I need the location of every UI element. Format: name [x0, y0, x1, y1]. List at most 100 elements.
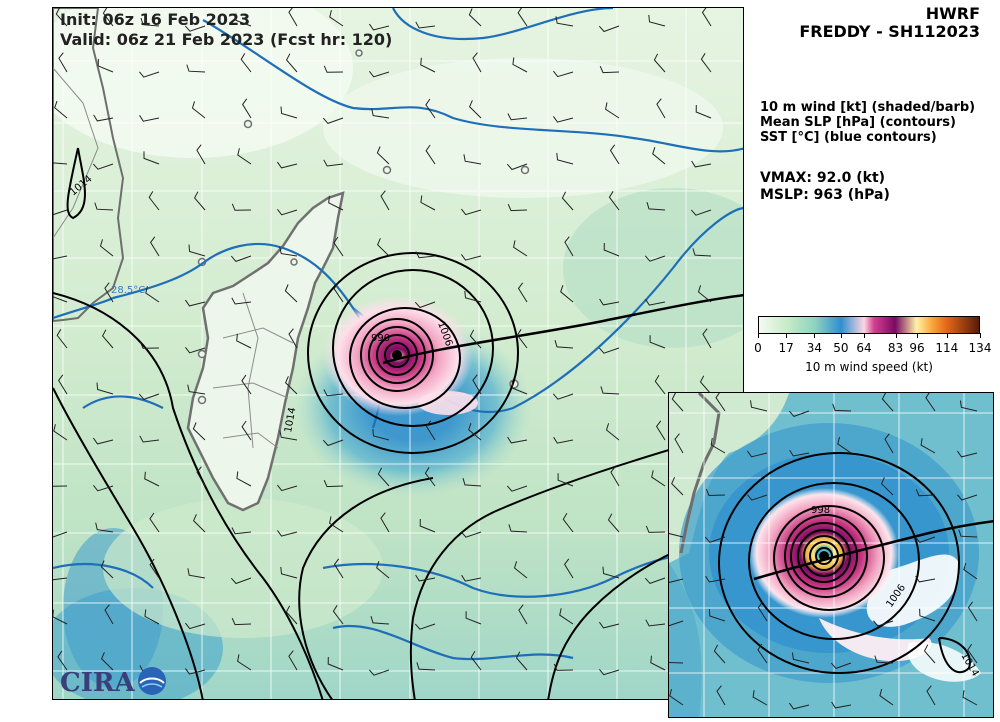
wind-barb	[702, 328, 712, 349]
wind-barb	[380, 190, 390, 211]
wind-barb	[102, 8, 114, 27]
wind-barb	[699, 375, 712, 395]
wind-barb	[561, 191, 574, 211]
wind-barb	[416, 662, 436, 671]
wind-barb	[92, 437, 114, 445]
wind-barb	[832, 403, 852, 412]
colorbar-tick-label: 96	[909, 341, 925, 355]
wind-barb	[517, 282, 528, 303]
wind-barb	[690, 209, 712, 216]
wind-barb	[53, 255, 68, 260]
wind-barb	[54, 100, 68, 119]
wind-barb	[280, 566, 298, 579]
wind-barb	[414, 301, 436, 309]
wind-barb	[644, 577, 666, 584]
wind-barb	[425, 98, 436, 119]
wind-barb	[329, 10, 344, 27]
wind-barb	[92, 163, 114, 170]
colorbar-tickmark	[895, 333, 897, 338]
colorbar-tick-label: 50	[833, 341, 849, 355]
wind-barb	[415, 251, 436, 259]
wind-barb	[277, 208, 298, 216]
wind-barb	[507, 113, 528, 121]
wind-barb	[560, 285, 574, 303]
wind-barb	[512, 57, 528, 73]
small-islands	[197, 49, 530, 405]
wind-barb	[184, 668, 206, 675]
wind-barb	[671, 393, 684, 412]
wind-barb	[101, 652, 114, 671]
wind-barb	[332, 605, 344, 625]
wind-barb	[280, 106, 298, 119]
wind-barb	[276, 530, 298, 537]
wind-barb	[557, 473, 574, 487]
wind-colorbar	[758, 316, 980, 334]
wind-barb	[288, 328, 298, 349]
wind-barb	[598, 347, 620, 354]
wind-barb	[415, 21, 436, 29]
wind-barb	[235, 13, 252, 27]
wind-barb	[713, 644, 726, 664]
colorbar-tick-label: 134	[968, 341, 992, 355]
wind-barb	[599, 65, 620, 74]
wind-barb	[460, 531, 482, 538]
wind-barb	[425, 420, 436, 441]
wind-barb	[231, 203, 252, 211]
wind-barb	[692, 248, 712, 257]
storm-name: FREDDY - SH112023	[799, 22, 980, 41]
inset-map: 998 1006 1014	[668, 392, 994, 718]
wind-barb	[323, 389, 344, 397]
africa-coastline	[53, 8, 125, 323]
colorbar-tickmark	[758, 333, 759, 338]
wind-barb	[506, 163, 528, 171]
colorbar-label: 10 m wind speed (kt)	[805, 360, 933, 374]
rammb-logo-icon	[138, 667, 166, 695]
wind-barb	[420, 57, 436, 73]
wind-barb	[757, 643, 768, 664]
colorbar-tick-label: 17	[778, 341, 794, 355]
wind-barb	[101, 329, 114, 349]
wind-barb	[669, 533, 684, 538]
wind-barb	[93, 114, 114, 122]
inset-storm-center	[819, 551, 829, 561]
wind-barb	[231, 297, 252, 305]
wind-barb	[553, 663, 574, 671]
wind-barb	[915, 575, 936, 583]
wind-barb	[919, 608, 936, 622]
wind-barb	[552, 116, 574, 123]
wind-barb	[650, 655, 666, 671]
wind-barb	[462, 478, 482, 487]
colorbar-tickmark	[864, 333, 866, 338]
wind-barb	[470, 651, 482, 671]
wind-barb	[715, 393, 726, 412]
wind-barb	[669, 688, 684, 706]
colorbar-tick-label: 114	[935, 341, 959, 355]
colorbar-tickmark	[980, 333, 981, 338]
wind-barb	[329, 516, 344, 533]
wind-barb	[327, 656, 344, 671]
wind-barb	[323, 159, 344, 167]
wind-barb	[237, 654, 252, 671]
wind-barb	[57, 650, 68, 671]
wind-barb	[191, 101, 206, 119]
wind-barb	[468, 423, 482, 441]
wind-barb	[746, 450, 768, 458]
wind-barb	[196, 466, 206, 487]
wind-barb	[149, 512, 160, 533]
wind-barb	[874, 655, 894, 664]
model-name: HWRF	[925, 4, 980, 23]
wind-barb	[425, 144, 436, 165]
wind-barb	[55, 8, 68, 27]
wind-barb	[654, 375, 666, 395]
wind-barb	[716, 685, 726, 706]
inset-wind-barbs	[669, 393, 978, 710]
wind-barb	[926, 685, 936, 706]
wind-barb	[279, 430, 298, 441]
wind-barb	[959, 400, 978, 412]
wind-barb	[507, 203, 528, 212]
wind-barb	[788, 410, 810, 417]
main-map-canvas: 28.5°C 1014 1014 1006 990	[53, 8, 743, 699]
wind-barb	[186, 64, 206, 73]
wind-barb	[598, 621, 620, 629]
wind-barb	[691, 160, 712, 168]
